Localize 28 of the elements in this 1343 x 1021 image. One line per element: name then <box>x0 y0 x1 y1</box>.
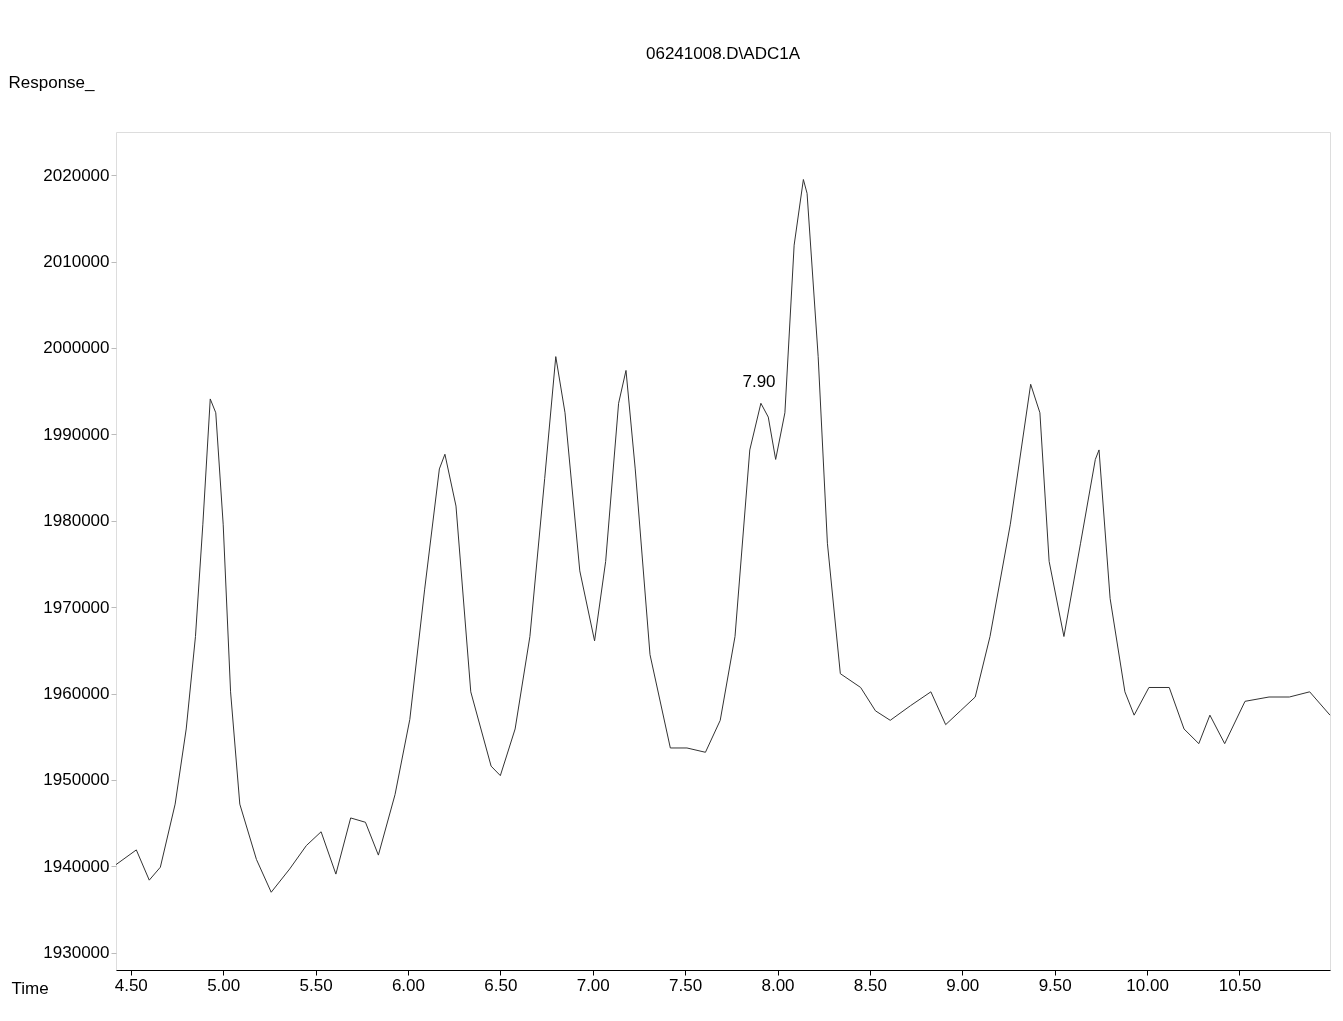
x-tick-label: 8.50 <box>853 975 887 995</box>
x-tick-label: 5.50 <box>299 975 333 995</box>
y-tick-label: 1980000 <box>43 511 110 531</box>
y-tick-label: 1970000 <box>43 597 110 617</box>
x-tick-label: 6.50 <box>484 975 518 995</box>
x-tick-label: 7.00 <box>576 975 610 995</box>
x-tick-label: 10.50 <box>1218 975 1262 995</box>
y-tick-label: 2000000 <box>43 338 110 358</box>
y-tick-label: 1940000 <box>43 856 110 876</box>
x-tick-label: 6.00 <box>391 975 425 995</box>
x-axis-title: Time <box>11 978 49 998</box>
y-tick-label: 1930000 <box>43 943 110 963</box>
y-tick-label: 2020000 <box>43 165 110 185</box>
y-tick-label: 1960000 <box>43 684 110 704</box>
y-tick-label: 1990000 <box>43 424 110 444</box>
y-tick-label: 2010000 <box>43 252 110 272</box>
y-axis-title: Response_ <box>8 72 96 92</box>
line-series <box>115 179 1331 893</box>
y-tick-label: 1950000 <box>43 770 110 790</box>
chart-title: 06241008.D\ADC1A <box>645 44 801 63</box>
x-tick-label: 10.00 <box>1126 975 1169 995</box>
x-tick-label: 8.00 <box>761 975 795 995</box>
annotation: 7.90 <box>742 371 776 391</box>
x-tick-label: 9.50 <box>1038 975 1072 995</box>
x-tick-label: 5.00 <box>207 975 241 995</box>
x-tick-label: 4.50 <box>114 975 148 995</box>
x-tick-label: 9.00 <box>946 975 980 995</box>
x-tick-label: 7.50 <box>669 975 703 995</box>
